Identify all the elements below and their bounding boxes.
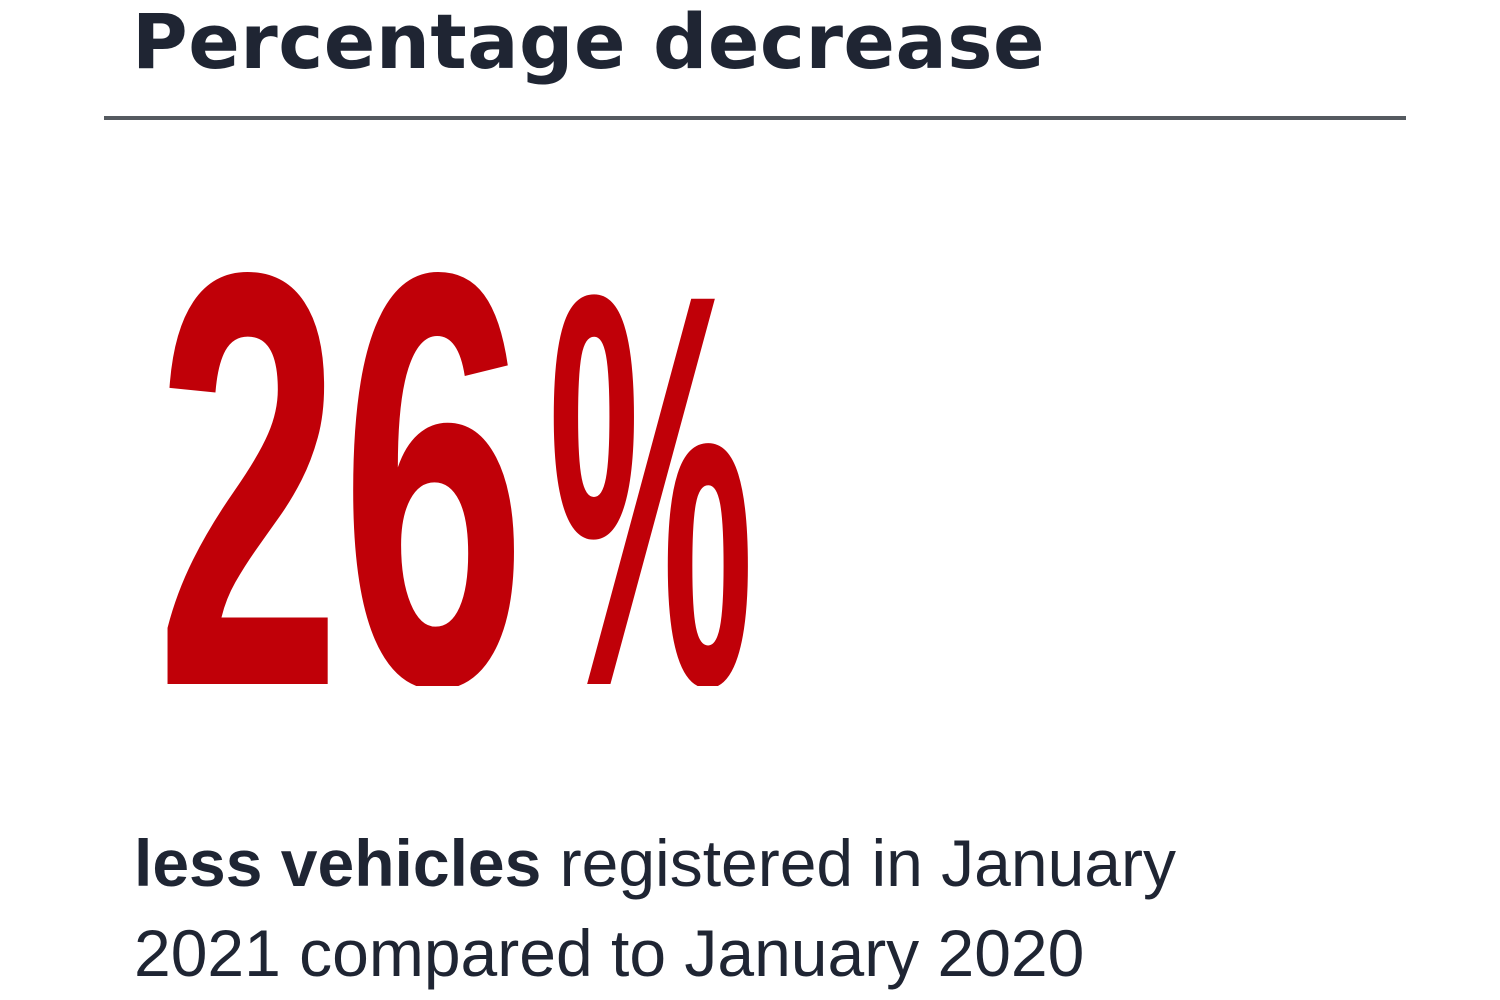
caption-bold: less vehicles bbox=[134, 826, 542, 900]
stat-figure: 26 % bbox=[156, 191, 754, 686]
page-title: Percentage decrease bbox=[132, 0, 1046, 86]
caption-rest-line2: 2021 compared to January 2020 bbox=[134, 916, 1085, 990]
caption-rest-line1: registered in January bbox=[541, 826, 1176, 900]
stat-value: 26 bbox=[156, 191, 526, 686]
stat-unit: % bbox=[548, 191, 754, 686]
caption: less vehicles registered in January 2021 … bbox=[134, 818, 1434, 998]
divider bbox=[104, 116, 1406, 120]
